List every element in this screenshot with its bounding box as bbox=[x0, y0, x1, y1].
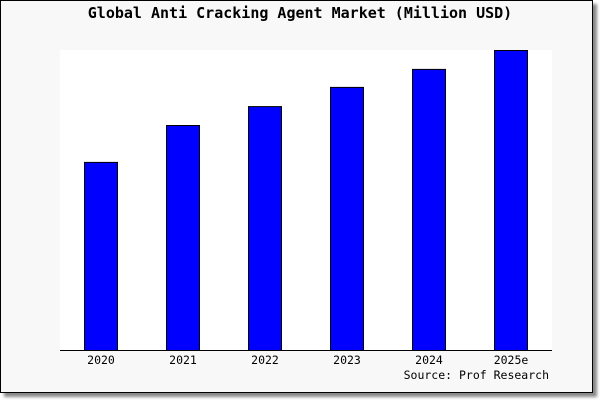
x-tick-label: 2022 bbox=[251, 353, 279, 367]
bar-2021 bbox=[166, 125, 200, 351]
bar-2020 bbox=[84, 161, 118, 351]
source-note: Source: Prof Research bbox=[403, 368, 549, 382]
bar-2022 bbox=[248, 106, 282, 351]
x-tick-label: 2023 bbox=[333, 353, 361, 367]
chart-title: Global Anti Cracking Agent Market (Milli… bbox=[87, 4, 513, 22]
bar-2025e bbox=[494, 50, 528, 351]
x-tick-label: 2021 bbox=[169, 353, 197, 367]
x-tick-label: 2025e bbox=[494, 353, 529, 367]
bar-2024 bbox=[412, 68, 446, 352]
plot-area bbox=[60, 50, 552, 350]
x-tick-label: 2024 bbox=[415, 353, 443, 367]
x-tick-label: 2020 bbox=[87, 353, 115, 367]
bar-2023 bbox=[330, 86, 364, 352]
